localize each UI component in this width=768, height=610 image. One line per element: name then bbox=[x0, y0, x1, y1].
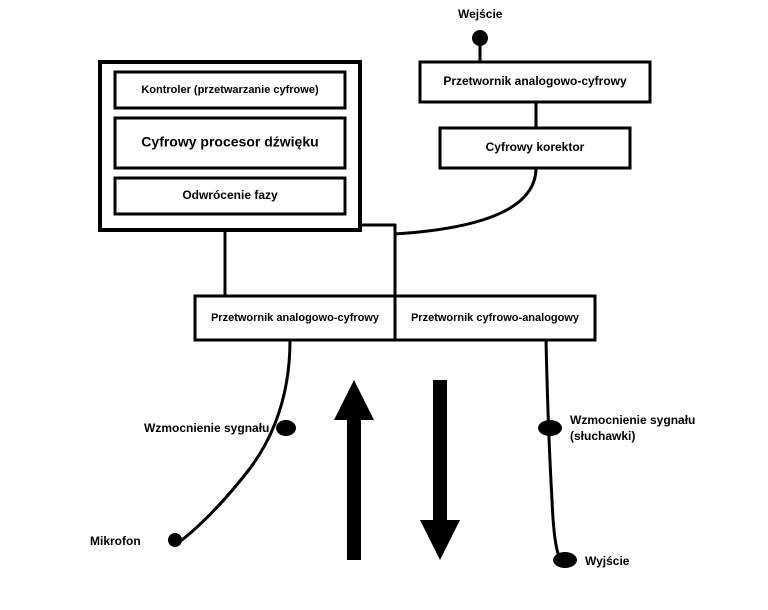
dsp-box: Cyfrowy procesor dźwięku bbox=[115, 118, 345, 168]
adc-top-box-label: Przetwornik analogowo-cyfrowy bbox=[443, 74, 627, 88]
equalizer-box: Cyfrowy korektor bbox=[440, 128, 630, 168]
adc-bottom-box-label: Przetwornik analogowo-cyfrowy bbox=[211, 312, 380, 324]
dac-bottom-box-label: Przetwornik cyfrowo-analogowy bbox=[411, 312, 580, 324]
controller-box-label: Kontroler (przetwarzanie cyfrowe) bbox=[141, 84, 319, 96]
amp-right-node bbox=[538, 420, 562, 436]
phase-inversion-box-label: Odwrócenie fazy bbox=[182, 188, 278, 202]
microphone-port bbox=[168, 533, 182, 547]
controller-box: Kontroler (przetwarzanie cyfrowe) bbox=[115, 72, 345, 108]
adc-bottom-box: Przetwornik analogowo-cyfrowy bbox=[195, 296, 395, 340]
amp-right-label-1: Wzmocnienie sygnału bbox=[570, 413, 695, 427]
equalizer-box-label: Cyfrowy korektor bbox=[486, 140, 585, 154]
amp-right-label-2: (słuchawki) bbox=[570, 429, 635, 443]
adc-top-box: Przetwornik analogowo-cyfrowy bbox=[420, 62, 650, 102]
output-label: Wyjście bbox=[585, 554, 630, 568]
input-port bbox=[472, 30, 488, 46]
phase-inversion-box: Odwrócenie fazy bbox=[115, 178, 345, 214]
microphone-label: Mikrofon bbox=[90, 534, 141, 548]
dac-bottom-box: Przetwornik cyfrowo-analogowy bbox=[395, 296, 595, 340]
amp-left-node bbox=[276, 420, 296, 436]
input-label: Wejście bbox=[458, 7, 503, 21]
dsp-box-label: Cyfrowy procesor dźwięku bbox=[141, 134, 318, 150]
amp-left-label: Wzmocnienie sygnału bbox=[144, 421, 269, 435]
diagram-canvas: Kontroler (przetwarzanie cyfrowe) Cyfrowy… bbox=[0, 0, 768, 610]
output-port bbox=[553, 552, 577, 568]
